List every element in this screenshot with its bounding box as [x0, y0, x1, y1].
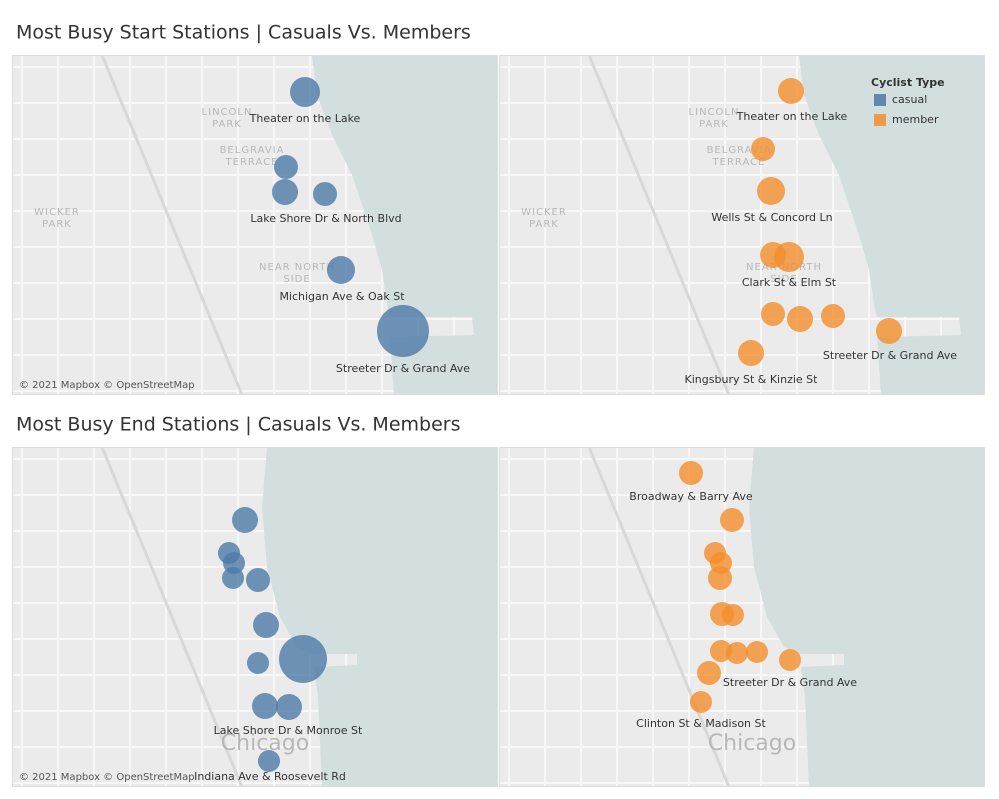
- panel-border: [12, 55, 498, 395]
- station-bubble: [313, 182, 337, 206]
- station-bubble: [274, 155, 298, 179]
- legend-title: Cyclist Type: [871, 76, 945, 89]
- station-label: Indiana Ave & Roosevelt Rd: [194, 770, 346, 783]
- station-label: Wells St & Concord Ln: [711, 211, 832, 224]
- station-bubble: [722, 604, 744, 626]
- station-label: Streeter Dr & Grand Ave: [336, 362, 470, 375]
- station-label: Streeter Dr & Grand Ave: [723, 676, 857, 689]
- station-bubble: [779, 649, 801, 671]
- station-bubble: [720, 508, 744, 532]
- station-label: Lake Shore Dr & Monroe St: [214, 724, 363, 737]
- station-label: Streeter Dr & Grand Ave: [823, 349, 957, 362]
- place-name: SIDE: [283, 274, 310, 285]
- place-name: SIDE: [770, 274, 797, 285]
- station-bubble: [222, 567, 244, 589]
- place-name: LINCOLN: [202, 107, 253, 118]
- place-name: NEAR NORTH: [259, 262, 335, 273]
- section-title: Most Busy End Stations | Casuals Vs. Mem…: [16, 414, 460, 436]
- station-bubble: [726, 642, 748, 664]
- station-label: Theater on the Lake: [736, 110, 848, 123]
- legend-swatch: [874, 94, 886, 106]
- station-label: Theater on the Lake: [249, 112, 361, 125]
- highway: [587, 447, 731, 787]
- station-bubble: [232, 507, 258, 533]
- lake: [262, 447, 498, 787]
- place-name: PARK: [699, 119, 729, 130]
- station-bubble: [252, 693, 278, 719]
- station-bubble: [778, 78, 804, 104]
- station-label: Lake Shore Dr & North Blvd: [250, 212, 401, 225]
- legend-swatch: [874, 114, 886, 126]
- place-name: WICKER: [521, 207, 567, 218]
- station-label: Broadway & Barry Ave: [629, 490, 753, 503]
- lake: [749, 447, 985, 787]
- station-bubble: [757, 177, 785, 205]
- station-label: Kingsbury St & Kinzie St: [685, 373, 819, 386]
- panel-border: [499, 447, 985, 787]
- station-bubble: [751, 137, 775, 161]
- station-bubble: [787, 306, 813, 332]
- place-name: PARK: [212, 119, 242, 130]
- station-bubble: [746, 641, 768, 663]
- station-bubble: [247, 652, 269, 674]
- station-label: Michigan Ave & Oak St: [279, 290, 405, 303]
- station-bubble: [279, 635, 327, 683]
- station-bubble: [377, 305, 429, 357]
- place-name: BELGRAVIA: [707, 145, 772, 156]
- place-name: WICKER: [34, 207, 80, 218]
- station-bubble: [327, 256, 355, 284]
- station-bubble: [774, 242, 804, 272]
- legend: Cyclist Type casual member: [871, 76, 945, 126]
- attribution: © 2021 Mapbox © OpenStreetMap: [19, 772, 195, 783]
- place-name: PARK: [529, 219, 559, 230]
- station-bubble: [738, 340, 764, 366]
- panel-border: [12, 447, 498, 787]
- attribution: © 2021 Mapbox © OpenStreetMap: [19, 380, 195, 391]
- place-name: TERRACE: [225, 157, 279, 168]
- section-title: Most Busy Start Stations | Casuals Vs. M…: [16, 22, 471, 44]
- map-panel: LINCOLNPARKBELGRAVIATERRACEWICKERPARKNEA…: [12, 55, 498, 395]
- station-bubble: [821, 304, 845, 328]
- station-bubble: [690, 691, 712, 713]
- lake: [312, 55, 498, 395]
- highway: [100, 55, 244, 395]
- map-panel: Chicago Broadway & Barry Ave Streeter Dr &…: [499, 447, 985, 787]
- station-bubble: [272, 179, 298, 205]
- place-name: PARK: [42, 219, 72, 230]
- legend-label: casual: [892, 93, 927, 106]
- station-bubble: [697, 661, 721, 685]
- map-panel: LINCOLNPARKBELGRAVIATERRACEWICKERPARKNEA…: [499, 55, 985, 395]
- station-label: Clark St & Elm St: [742, 276, 837, 289]
- station-bubble: [290, 77, 320, 107]
- station-bubble: [710, 640, 732, 662]
- place-name: Chicago: [708, 731, 796, 756]
- station-bubble: [761, 302, 785, 326]
- highway: [100, 447, 244, 787]
- legend-label: member: [892, 113, 939, 126]
- place-name: BELGRAVIA: [220, 145, 285, 156]
- station-bubble: [708, 566, 732, 590]
- station-bubble: [258, 750, 280, 772]
- station-bubble: [876, 318, 902, 344]
- highway: [587, 55, 731, 395]
- station-label: Clinton St & Madison St: [636, 717, 766, 730]
- station-bubble: [246, 568, 270, 592]
- station-bubble: [253, 612, 279, 638]
- station-bubble: [276, 694, 302, 720]
- place-name: TERRACE: [712, 157, 766, 168]
- place-name: LINCOLN: [689, 107, 740, 118]
- lake: [799, 55, 985, 395]
- station-bubble: [679, 461, 703, 485]
- panel-border: [499, 55, 985, 395]
